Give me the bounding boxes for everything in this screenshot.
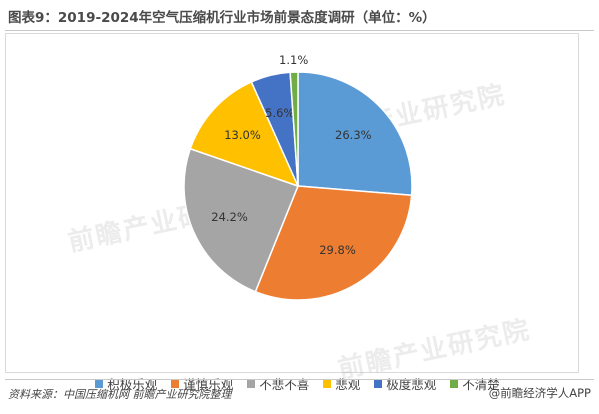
pie-chart: 26.3% 29.8% 24.2% 13.0% 5.6% 1.1% (183, 53, 413, 301)
pie-data-label: 24.2% (211, 210, 248, 224)
chart-legend: 积极乐观 谨慎乐观 不悲不喜 悲观 极度悲观 不清楚 (6, 374, 589, 393)
pie-slice-neutral (183, 147, 299, 293)
chart-area: 前瞻产业研究院 前瞻产业研究院 前瞻产业研究院 26.3% 29.8% 24.2% 1… (5, 33, 579, 392)
legend-item: 积极乐观 (95, 374, 157, 393)
brand-credit: @前瞻经济学人APP (488, 386, 591, 400)
legend-label: 不清楚 (462, 377, 500, 392)
legend-label: 不悲不喜 (259, 377, 310, 392)
footer-divider (5, 379, 594, 380)
pie-slice-cautious (254, 185, 413, 301)
legend-item: 极度悲观 (374, 374, 436, 393)
legend-label: 积极乐观 (107, 377, 158, 392)
pie-data-label: 26.3% (335, 128, 372, 142)
legend-label: 悲观 (335, 377, 361, 392)
legend-item: 谨慎乐观 (171, 374, 233, 393)
legend-label: 极度悲观 (386, 377, 437, 392)
pie-data-label: 13.0% (224, 128, 261, 142)
pie-data-label: 29.8% (319, 243, 356, 257)
legend-swatch (171, 379, 180, 388)
pie-slice-unclear (289, 71, 299, 187)
legend-item: 不悲不喜 (247, 374, 309, 393)
legend-swatch (450, 379, 459, 388)
legend-item: 悲观 (323, 374, 360, 393)
pie-slice-positive (297, 71, 413, 197)
legend-swatch (247, 379, 256, 388)
title-divider (5, 30, 594, 31)
pie-slice-pessimistic (189, 80, 300, 188)
pie-data-label: 1.1% (279, 53, 308, 67)
source-note: 资料来源：中国压缩机网 前瞻产业研究院整理 (8, 388, 232, 401)
chart-title: 图表9：2019-2024年空气压缩机行业市场前景态度调研（单位：%） (8, 10, 436, 26)
legend-swatch (323, 379, 332, 388)
legend-label: 谨慎乐观 (183, 377, 234, 392)
legend-swatch (374, 379, 383, 388)
legend-swatch (95, 379, 104, 388)
legend-item: 不清楚 (450, 374, 500, 393)
pie-data-label: 5.6% (265, 106, 294, 120)
